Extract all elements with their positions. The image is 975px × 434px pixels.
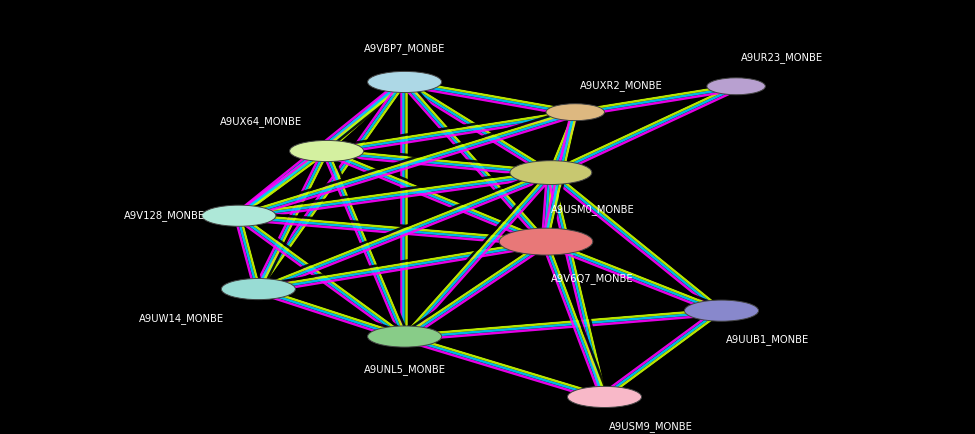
Ellipse shape — [546, 104, 604, 121]
Ellipse shape — [510, 161, 592, 184]
Text: A9V6Q7_MONBE: A9V6Q7_MONBE — [551, 273, 634, 283]
Text: A9UXR2_MONBE: A9UXR2_MONBE — [580, 81, 663, 92]
Ellipse shape — [684, 300, 759, 321]
Text: A9UR23_MONBE: A9UR23_MONBE — [741, 52, 823, 62]
Text: A9VBP7_MONBE: A9VBP7_MONBE — [364, 43, 446, 54]
Ellipse shape — [202, 205, 276, 226]
Ellipse shape — [707, 78, 765, 95]
Text: A9V128_MONBE: A9V128_MONBE — [124, 210, 205, 221]
Text: A9USM0_MONBE: A9USM0_MONBE — [551, 204, 635, 214]
Text: A9UNL5_MONBE: A9UNL5_MONBE — [364, 365, 446, 375]
Text: A9USM9_MONBE: A9USM9_MONBE — [609, 421, 693, 431]
Ellipse shape — [221, 279, 295, 299]
Ellipse shape — [290, 141, 364, 161]
Ellipse shape — [567, 386, 642, 408]
Text: A9UW14_MONBE: A9UW14_MONBE — [139, 313, 224, 324]
Text: A9UUB1_MONBE: A9UUB1_MONBE — [726, 334, 809, 345]
Text: A9UX64_MONBE: A9UX64_MONBE — [220, 116, 302, 127]
Ellipse shape — [499, 228, 593, 255]
Ellipse shape — [368, 326, 442, 347]
Ellipse shape — [368, 72, 442, 92]
